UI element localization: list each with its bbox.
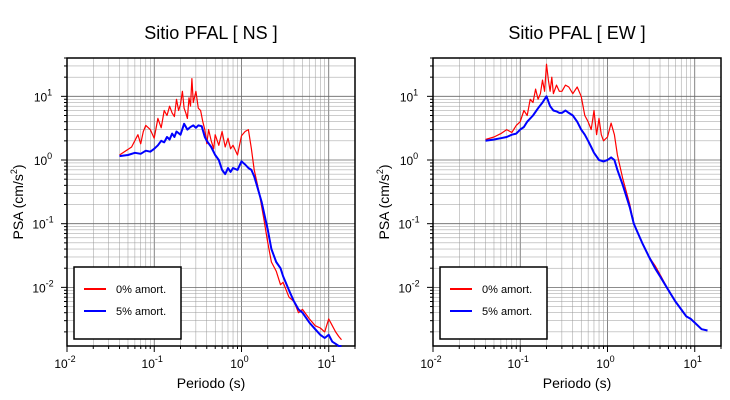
plot-frame [66,57,356,347]
y-tick-label: 101 [400,87,418,104]
chart-panel-1: 10-2 10-1 100 101 10-2 10-1 100 101 Sitio PFAL [… [9,23,356,391]
x-tick-label: 10-2 [54,354,75,371]
x-tick-label: 100 [596,354,614,371]
series-line-damped [119,122,342,347]
series-line-undamped [485,63,708,332]
legend: 0% amort. 5% amort. [439,266,548,340]
y-tick-label: 10-2 [398,278,419,295]
x-axis-label: Periodo (s) [177,375,245,391]
legend-label: 5% amort. [116,306,166,318]
legend-label: 0% amort. [116,284,166,296]
legend-label: 5% amort. [482,306,532,318]
series-group [119,77,342,347]
chart-title: Sitio PFAL [ NS ] [144,23,277,43]
y-tick-label: 100 [400,151,418,168]
y-tick-label: 10-1 [32,215,53,232]
y-axis-label: PSA (cm/s2) [9,164,26,239]
y-axis-label: PSA (cm/s2) [375,164,392,239]
legend-box [439,266,548,340]
series-line-damped [485,95,708,332]
grid [66,57,356,346]
chart-title: Sitio PFAL [ EW ] [508,23,645,43]
x-tick-label: 101 [684,354,702,371]
x-tick-label: 10-1 [508,354,529,371]
x-tick-label: 101 [318,354,336,371]
chart-panel-2: 10-2 10-1 100 101 10-2 10-1 100 101 Sitio PFAL [… [375,23,722,391]
legend-box [73,266,182,340]
series-group [485,63,708,332]
plot-frame [432,57,722,347]
y-tick-label: 100 [34,151,52,168]
legend-label: 0% amort. [482,284,532,296]
y-tick-label: 10-1 [398,215,419,232]
y-tick-label: 101 [34,87,52,104]
x-tick-label: 10-2 [420,354,441,371]
legend: 0% amort. 5% amort. [73,266,182,340]
x-tick-label: 100 [230,354,248,371]
x-tick-label: 10-1 [142,354,163,371]
x-axis-label: Periodo (s) [543,375,611,391]
y-tick-label: 10-2 [32,278,53,295]
